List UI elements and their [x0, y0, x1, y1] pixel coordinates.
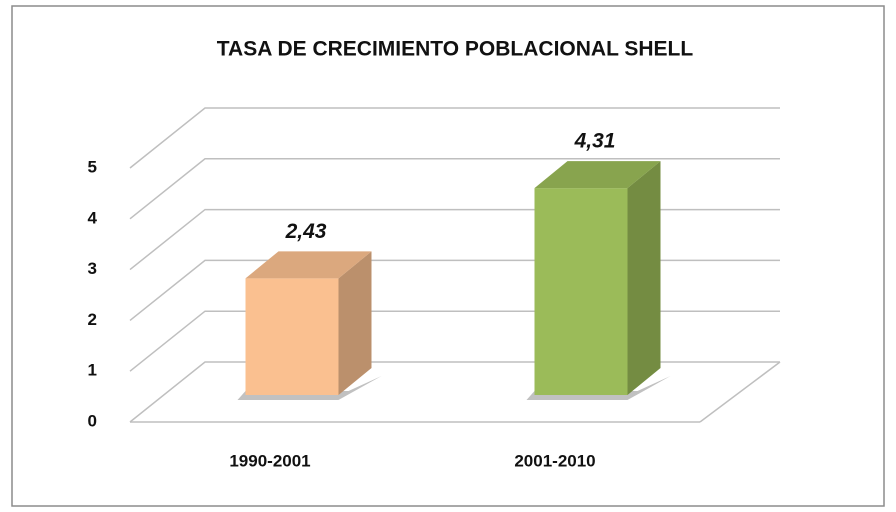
x-tick-label: 1990-2001	[229, 451, 310, 470]
y-tick-label: 5	[88, 157, 97, 176]
value-label: 2,43	[285, 220, 327, 243]
x-tick-label: 2001-2010	[514, 451, 595, 470]
grid-line	[129, 158, 780, 220]
y-tick-label: 4	[88, 208, 98, 227]
bar-side-shade	[627, 161, 661, 395]
chart-border	[11, 5, 885, 507]
bar-side	[338, 251, 372, 395]
value-label: 4,31	[574, 130, 616, 153]
floor-right	[699, 361, 781, 423]
bar-top	[245, 251, 372, 279]
bar	[245, 278, 339, 395]
bar-side-shade	[338, 251, 372, 395]
y-tick-label: 0	[88, 411, 97, 430]
bar-top-shade	[534, 161, 661, 189]
y-tick-label: 1	[88, 361, 97, 380]
y-tick-label: 2	[88, 310, 97, 329]
grid-line	[129, 107, 780, 169]
y-tick-label: 3	[88, 259, 97, 278]
chart-title: TASA DE CRECIMIENTO POBLACIONAL SHELL	[217, 38, 694, 61]
bar-side	[627, 161, 661, 395]
bar-top	[534, 161, 661, 189]
bar	[534, 188, 628, 395]
bar-top-shade	[245, 251, 372, 279]
